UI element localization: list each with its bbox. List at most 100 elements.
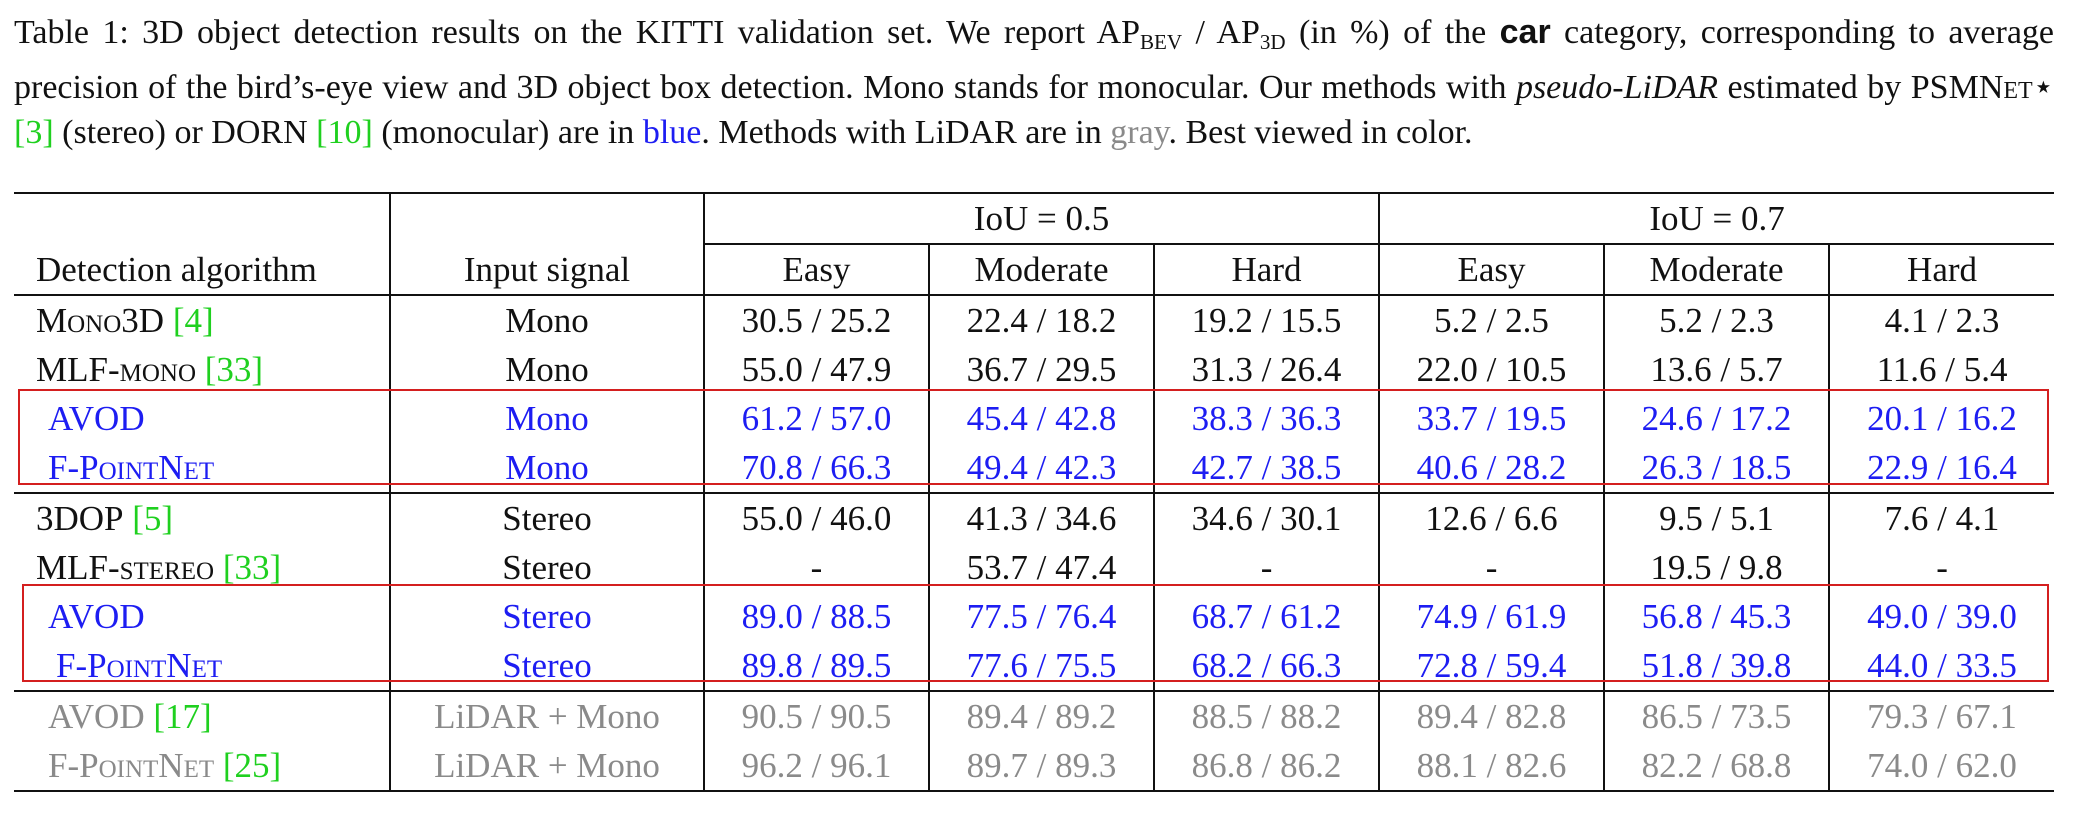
cell-value: 89.7 / 89.3 — [928, 741, 1154, 792]
cell-value: 49.0 / 39.0 — [1828, 592, 2055, 641]
cell-input-signal: Stereo — [389, 492, 704, 543]
algorithm-name: 3DOP — [36, 499, 124, 538]
citation-link[interactable]: [25] — [222, 746, 282, 785]
results-table: IoU = 0.5 IoU = 0.7 Detection algorithm … — [14, 192, 2055, 792]
cell-value: 72.8 / 59.4 — [1378, 641, 1605, 691]
cell-input-signal: LiDAR + Mono — [389, 741, 704, 792]
cell-value: 11.6 / 5.4 — [1828, 345, 2055, 394]
cell-value: 56.8 / 45.3 — [1603, 592, 1830, 641]
cell-input-signal: Stereo — [389, 543, 704, 592]
header-hard: Hard — [1828, 244, 2055, 296]
cell-value: 38.3 / 36.3 — [1152, 394, 1380, 443]
cell-algorithm: F-PointNet — [14, 443, 390, 493]
cell-algorithm: AVOD [17] — [14, 690, 390, 741]
cell-value: 19.5 / 9.8 — [1603, 543, 1830, 592]
cell-value: 20.1 / 16.2 — [1828, 394, 2055, 443]
cell-value: 55.0 / 47.9 — [703, 345, 929, 394]
header-detection-algorithm: Detection algorithm — [14, 244, 390, 296]
algorithm-name: AVOD — [48, 597, 145, 636]
header-iou-07: IoU = 0.7 — [1378, 192, 2055, 245]
header-hard: Hard — [1152, 244, 1380, 296]
cell-algorithm: F-PointNet — [14, 641, 390, 691]
cell-value: 19.2 / 15.5 — [1152, 294, 1380, 345]
cell-algorithm: MLF-mono [33] — [14, 345, 390, 394]
cell-value: 22.4 / 18.2 — [928, 294, 1154, 345]
citation-link[interactable]: [17] — [153, 697, 212, 736]
cell-value: 90.5 / 90.5 — [703, 690, 929, 741]
header-iou-05: IoU = 0.5 — [702, 192, 1380, 245]
table-row: F-PointNet Stereo 89.8 / 89.5 77.6 / 75.5 68… — [14, 641, 2055, 691]
header-moderate: Moderate — [928, 244, 1154, 296]
citation-link[interactable]: [33] — [204, 350, 264, 389]
cell-value: 68.7 / 61.2 — [1152, 592, 1380, 641]
algorithm-name: F-PointNet — [48, 448, 215, 487]
table-row: AVOD Stereo 89.0 / 88.5 77.5 / 76.4 68.7 / 6… — [14, 592, 2055, 641]
table-row: AVOD [17] LiDAR + Mono 90.5 / 90.5 89.4 / 8… — [14, 690, 2055, 741]
cell-value: 36.7 / 29.5 — [928, 345, 1154, 394]
header-row: Detection algorithm Input signal Easy Mo… — [14, 244, 2055, 296]
table-row: Mono3D [4] Mono 30.5 / 25.2 22.4 / 18.2 19.2… — [14, 294, 2055, 345]
cell-input-signal: Stereo — [389, 641, 704, 691]
table-row: MLF-stereo [33] Stereo -53.7 / 47.4- -19.5 … — [14, 543, 2055, 592]
caption-label: Table 1: — [14, 14, 129, 51]
cell-value: 45.4 / 42.8 — [928, 394, 1154, 443]
cell-value: 51.8 / 39.8 — [1603, 641, 1830, 691]
cell-value: 5.2 / 2.5 — [1378, 294, 1605, 345]
header-row-iou: IoU = 0.5 IoU = 0.7 — [14, 192, 2055, 245]
table-caption: Table 1: 3D object detection results on … — [14, 13, 2055, 151]
citation-link[interactable]: [3] — [14, 113, 54, 151]
citation-link[interactable]: [4] — [172, 301, 214, 340]
algorithm-name: MLF-stereo — [36, 548, 215, 587]
algorithm-name: F-PointNet — [48, 746, 215, 785]
cell-algorithm: AVOD — [14, 592, 390, 641]
cell-input-signal: LiDAR + Mono — [389, 690, 704, 741]
cell-value: 89.4 / 89.2 — [928, 690, 1154, 741]
cell-input-signal: Mono — [389, 345, 704, 394]
cell-value: 13.6 / 5.7 — [1603, 345, 1830, 394]
header-easy: Easy — [1378, 244, 1605, 296]
highlight-box-mono — [18, 389, 2049, 485]
cell-value: 7.6 / 4.1 — [1828, 492, 2055, 543]
cell-value: 77.6 / 75.5 — [928, 641, 1154, 691]
header-moderate: Moderate — [1603, 244, 1830, 296]
citation-link[interactable]: [33] — [222, 548, 282, 587]
citation-link[interactable]: [10] — [316, 113, 373, 151]
cell-value: - — [703, 543, 929, 592]
algorithm-name: MLF-mono — [36, 350, 197, 389]
cell-value: 41.3 / 34.6 — [928, 492, 1154, 543]
cell-input-signal: Mono — [389, 294, 704, 345]
cell-value: 9.5 / 5.1 — [1603, 492, 1830, 543]
cell-value: 89.8 / 89.5 — [703, 641, 929, 691]
cell-value: 4.1 / 2.3 — [1828, 294, 2055, 345]
table-row: F-PointNet [25] LiDAR + Mono 96.2 / 96.1 89… — [14, 741, 2055, 792]
cell-value: 96.2 / 96.1 — [703, 741, 929, 792]
cell-value: 34.6 / 30.1 — [1152, 492, 1380, 543]
cell-value: 88.1 / 82.6 — [1378, 741, 1605, 792]
caption-italic: pseudo-LiDAR — [1515, 68, 1719, 106]
cell-algorithm: 3DOP [5] — [14, 492, 390, 543]
cell-input-signal: Mono — [389, 394, 704, 443]
cell-algorithm: F-PointNet [25] — [14, 741, 390, 792]
cell-value: 77.5 / 76.4 — [928, 592, 1154, 641]
cell-value: 53.7 / 47.4 — [928, 543, 1154, 592]
header-input-signal: Input signal — [389, 244, 704, 296]
cell-value: - — [1152, 543, 1380, 592]
highlight-box-stereo — [22, 584, 2049, 682]
cell-value: 68.2 / 66.3 — [1152, 641, 1380, 691]
table-row: AVOD Mono 61.2 / 57.0 45.4 / 42.8 38.3 / 36.… — [14, 394, 2055, 443]
cell-value: 61.2 / 57.0 — [703, 394, 929, 443]
cell-value: 55.0 / 46.0 — [703, 492, 929, 543]
table-row: 3DOP [5] Stereo 55.0 / 46.0 41.3 / 34.6 34.6… — [14, 492, 2055, 543]
algorithm-name: AVOD — [48, 697, 145, 736]
algorithm-name: F-PointNet — [56, 646, 223, 685]
cell-value: 74.9 / 61.9 — [1378, 592, 1605, 641]
algorithm-name: AVOD — [48, 399, 145, 438]
cell-value: 31.3 / 26.4 — [1152, 345, 1380, 394]
cell-value: 44.0 / 33.5 — [1828, 641, 2055, 691]
citation-link[interactable]: [5] — [132, 499, 174, 538]
cell-value: 82.2 / 68.8 — [1603, 741, 1830, 792]
cell-value: 30.5 / 25.2 — [703, 294, 929, 345]
cell-input-signal: Stereo — [389, 592, 704, 641]
cell-value: 88.5 / 88.2 — [1152, 690, 1380, 741]
cell-value: 86.8 / 86.2 — [1152, 741, 1380, 792]
